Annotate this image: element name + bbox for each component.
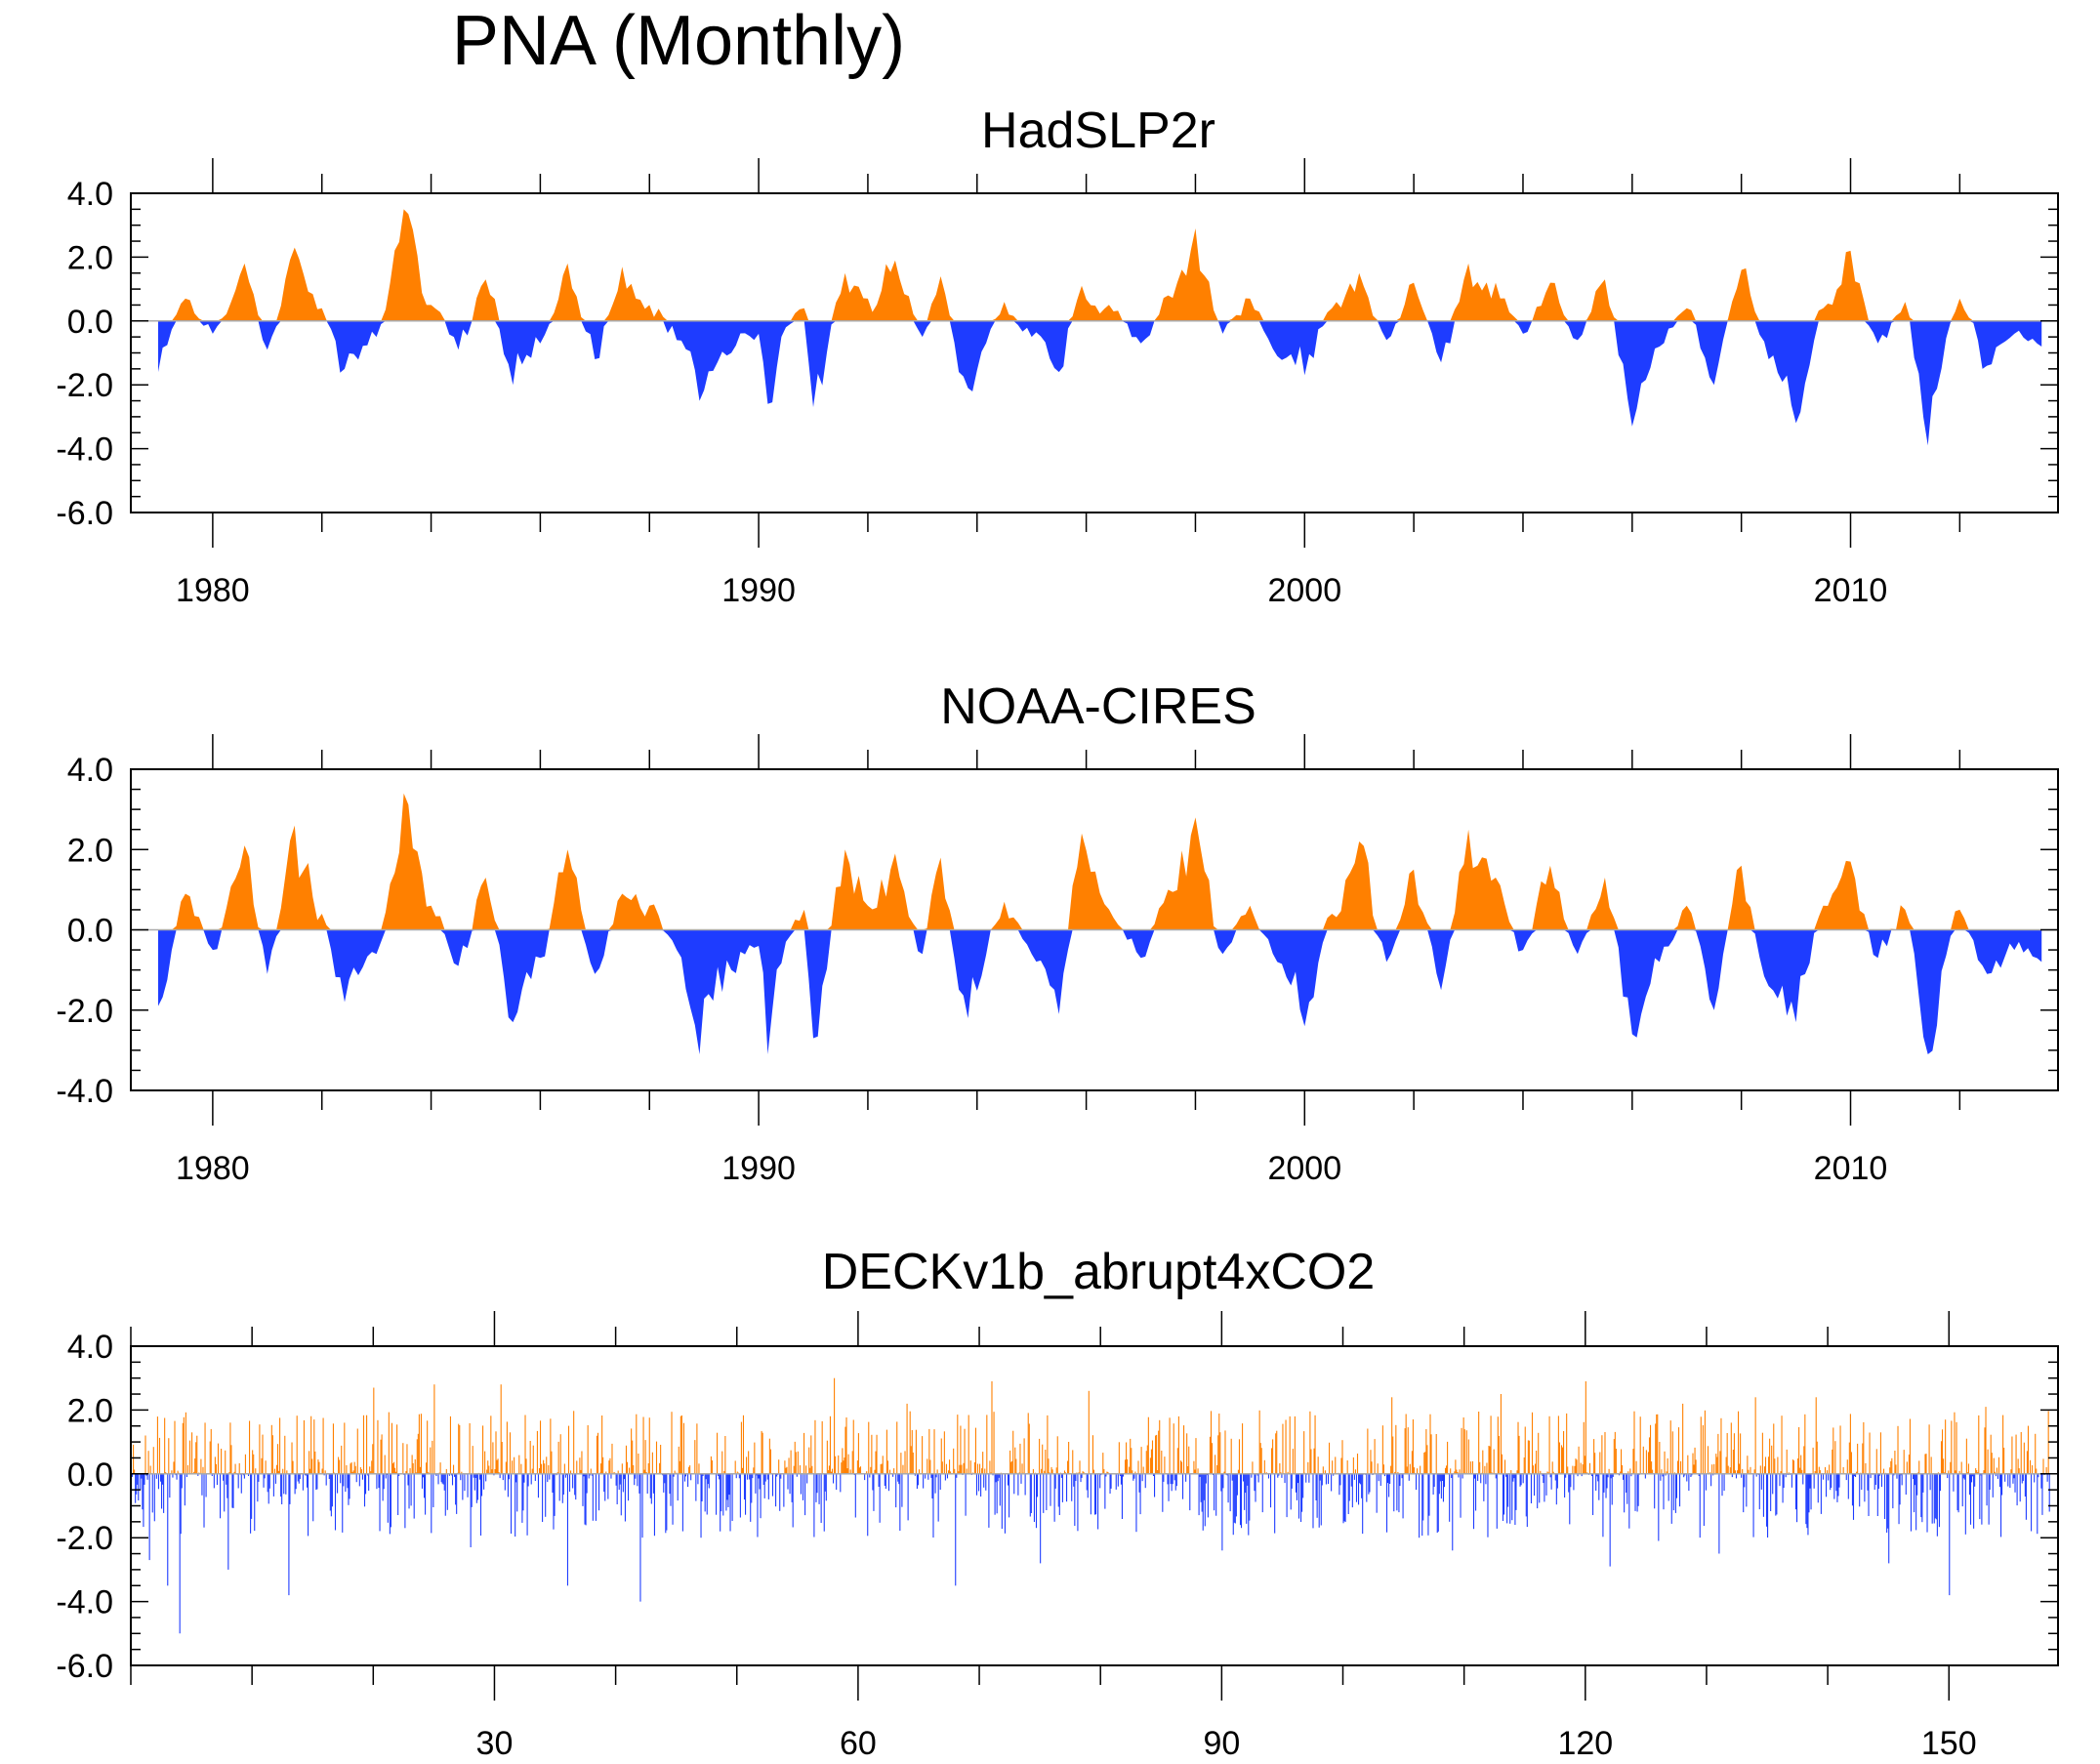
- y-tick-label: 4.0: [67, 176, 113, 213]
- x-tick-label: 120: [1557, 1725, 1613, 1762]
- x-tick-label: 150: [1921, 1725, 1977, 1762]
- chart-0: -6.0 -4.0 -2.0 0.0 2.0 4.0 1980 1990 2000 2010: [56, 158, 2059, 609]
- positive-area: [157, 209, 2042, 321]
- positive-area: [157, 793, 2042, 930]
- y-tick-label: 2.0: [67, 1392, 113, 1429]
- x-tick-label: 90: [1203, 1725, 1240, 1762]
- y-tick-label: 0.0: [67, 304, 113, 341]
- y-tick-label: -6.0: [56, 1648, 113, 1685]
- x-tick-label: 2010: [1814, 1150, 1888, 1187]
- x-tick-label: 2000: [1267, 1150, 1341, 1187]
- y-tick-label: -6.0: [56, 495, 113, 532]
- plot-area: [157, 793, 2042, 1054]
- x-tick-label: 1990: [721, 572, 796, 609]
- chart-1: -4.0 -2.0 0.0 2.0 4.0 1980 1990 2000 2010: [56, 734, 2059, 1187]
- y-tick-label: -4.0: [56, 1073, 113, 1110]
- x-tick-label: 1980: [176, 572, 250, 609]
- chart-2: -6.0 -4.0 -2.0 0.0 2.0 4.0 30 60 90 120 150: [56, 1311, 2059, 1762]
- y-tick-label: -2.0: [56, 1520, 113, 1557]
- y-tick-label: -2.0: [56, 993, 113, 1030]
- y-tick-label: -4.0: [56, 1584, 113, 1621]
- x-tick-label: 2010: [1814, 572, 1888, 609]
- y-tick-label: -4.0: [56, 431, 113, 469]
- negative-area: [157, 320, 2042, 446]
- y-tick-label: 0.0: [67, 1456, 113, 1494]
- x-tick-label: 30: [476, 1725, 514, 1762]
- y-tick-label: 2.0: [67, 239, 113, 276]
- y-tick-label: -2.0: [56, 367, 113, 404]
- y-tick-label: 4.0: [67, 1329, 113, 1366]
- plot-area: [157, 209, 2042, 446]
- panel-title-deck-abrupt4xco2: DECKv1b_abrupt4xCO2: [821, 1244, 1376, 1300]
- panel-title-noaa-cires: NOAA-CIRES: [940, 678, 1256, 735]
- figure-title: PNA (Monthly): [451, 2, 906, 80]
- x-tick-label: 1990: [721, 1150, 796, 1187]
- negative-area: [157, 929, 2042, 1054]
- x-tick-label: 2000: [1267, 572, 1341, 609]
- y-tick-label: 2.0: [67, 832, 113, 869]
- plot-area: [131, 1377, 2050, 1634]
- y-tick-label: 4.0: [67, 752, 113, 789]
- panel-title-hadslp2r: HadSLP2r: [981, 103, 1215, 159]
- y-tick-label: 0.0: [67, 913, 113, 950]
- x-tick-label: 60: [840, 1725, 877, 1762]
- x-tick-label: 1980: [176, 1150, 250, 1187]
